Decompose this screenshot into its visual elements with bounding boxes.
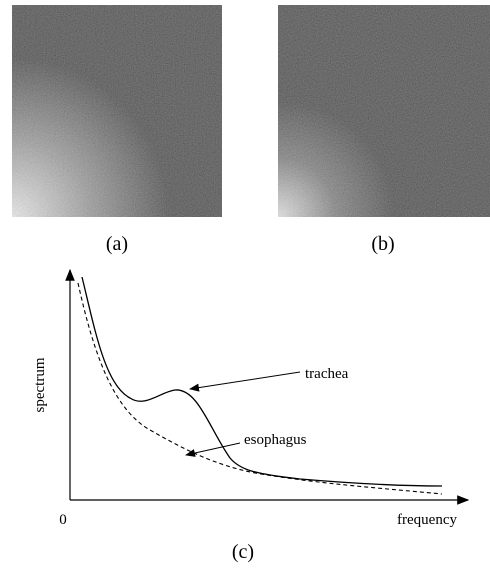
- plot: [65, 268, 470, 505]
- panel-label: (c): [232, 541, 254, 563]
- arrow: [189, 371, 301, 392]
- annotation: trachea: [305, 366, 349, 382]
- esophagus-curve: [77, 282, 443, 495]
- annotation: esophagus: [244, 432, 307, 448]
- arrow: [185, 442, 241, 457]
- image-a: [12, 5, 222, 217]
- image-b: [278, 5, 490, 217]
- origin-label: 0: [59, 512, 67, 528]
- panel-label: (a): [106, 233, 128, 255]
- panel-label: (b): [371, 233, 394, 255]
- x-axis-label: frequency: [397, 512, 457, 528]
- trachea-curve: [81, 276, 443, 487]
- y-axis-label: spectrum: [32, 357, 48, 412]
